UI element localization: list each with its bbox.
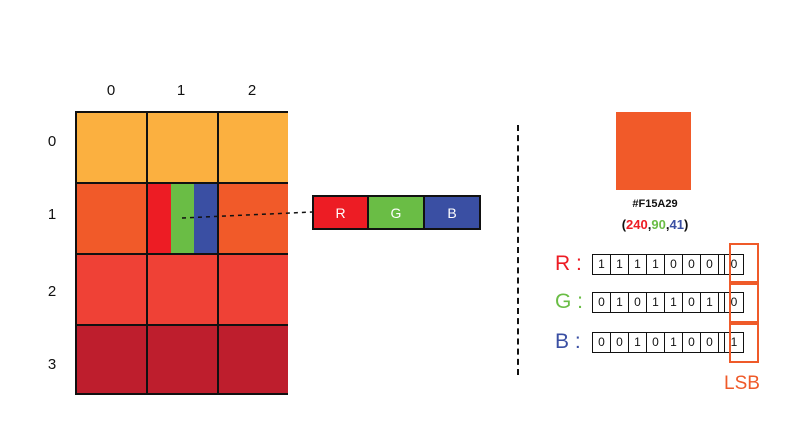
red-component-box: R [312, 195, 369, 230]
lsb-bit-cell: 0 [724, 292, 744, 313]
green-component-label: G [390, 204, 402, 221]
bit-cell: 1 [665, 293, 683, 312]
lsb-bit-cell: 1 [724, 332, 744, 353]
close-paren: ) [683, 217, 689, 232]
green-component-box: G [367, 195, 425, 230]
bit-cell: 1 [629, 255, 647, 274]
lsb-highlight-box [729, 283, 759, 323]
hex-code: #F15A29 [632, 198, 678, 210]
pixel-cell [77, 113, 148, 184]
bit-cell: 0 [701, 333, 719, 352]
red-channel-stripe [148, 184, 171, 253]
red-component-label: R [335, 204, 346, 221]
pixel-cell [219, 255, 288, 326]
bit-cell: 0 [683, 333, 701, 352]
comma: , [647, 217, 652, 232]
row-label-1: 1 [47, 206, 57, 223]
bit-cell: 0 [593, 293, 611, 312]
pixel-cell [219, 113, 288, 184]
row-label-3: 3 [47, 356, 57, 373]
bit-cell: 1 [647, 255, 665, 274]
bit-cell: 1 [611, 255, 629, 274]
bit-cell: 0 [683, 293, 701, 312]
col-label-0: 0 [106, 82, 116, 99]
bit-cell: 1 [665, 333, 683, 352]
blue-channel-stripe [194, 184, 217, 253]
lsb-highlight-box [729, 243, 759, 283]
r-value: 240 [626, 217, 648, 232]
pixel-cell [77, 326, 148, 393]
section-divider [517, 125, 519, 375]
green-bit-row: 0 1 0 1 1 0 1 0 [592, 292, 744, 313]
row-label-0: 0 [47, 133, 57, 150]
pixel-cell [77, 184, 148, 255]
blue-component-box: B [423, 195, 481, 230]
bit-cell: 1 [701, 293, 719, 312]
row-label-2: 2 [47, 283, 57, 300]
pixel-cell [219, 184, 288, 255]
pixel-cell [148, 255, 219, 326]
lsb-bit-cell: 0 [724, 254, 744, 275]
col-label-2: 2 [247, 82, 257, 99]
pixel-cell [77, 255, 148, 326]
pixel-cell-selected [148, 184, 219, 255]
col-label-1: 1 [176, 82, 186, 99]
bit-cell: 0 [665, 255, 683, 274]
pixel-cell [148, 113, 219, 184]
red-bit-row: 1 1 1 1 0 0 0 0 [592, 254, 744, 275]
bit-cell: 1 [629, 333, 647, 352]
lsb-highlight-box [729, 323, 759, 363]
green-channel-stripe [171, 184, 194, 253]
bit-cell: 0 [593, 333, 611, 352]
green-channel-label: G : [555, 290, 584, 313]
bit-cell: 0 [629, 293, 647, 312]
bit-cell: 1 [647, 293, 665, 312]
blue-bit-row: 0 0 1 0 1 0 0 1 [592, 332, 744, 353]
pixel-grid [75, 111, 288, 395]
bit-cell: 0 [701, 255, 719, 274]
b-value: 41 [669, 217, 684, 232]
bit-cell: 1 [593, 255, 611, 274]
open-paren: ( [621, 217, 627, 232]
blue-channel-label: B : [555, 330, 581, 353]
bit-cell: 0 [683, 255, 701, 274]
color-swatch [616, 112, 691, 190]
red-channel-label: R : [555, 252, 582, 275]
pixel-cell [148, 326, 219, 393]
bit-cell: 0 [647, 333, 665, 352]
bit-cell: 1 [611, 293, 629, 312]
lsb-label: LSB [724, 373, 760, 394]
comma: , [665, 217, 670, 232]
rgb-values: (240,90,41) [590, 217, 720, 232]
bit-cell: 0 [611, 333, 629, 352]
g-value: 90 [651, 217, 666, 232]
pixel-cell [219, 326, 288, 393]
blue-component-label: B [447, 204, 457, 221]
